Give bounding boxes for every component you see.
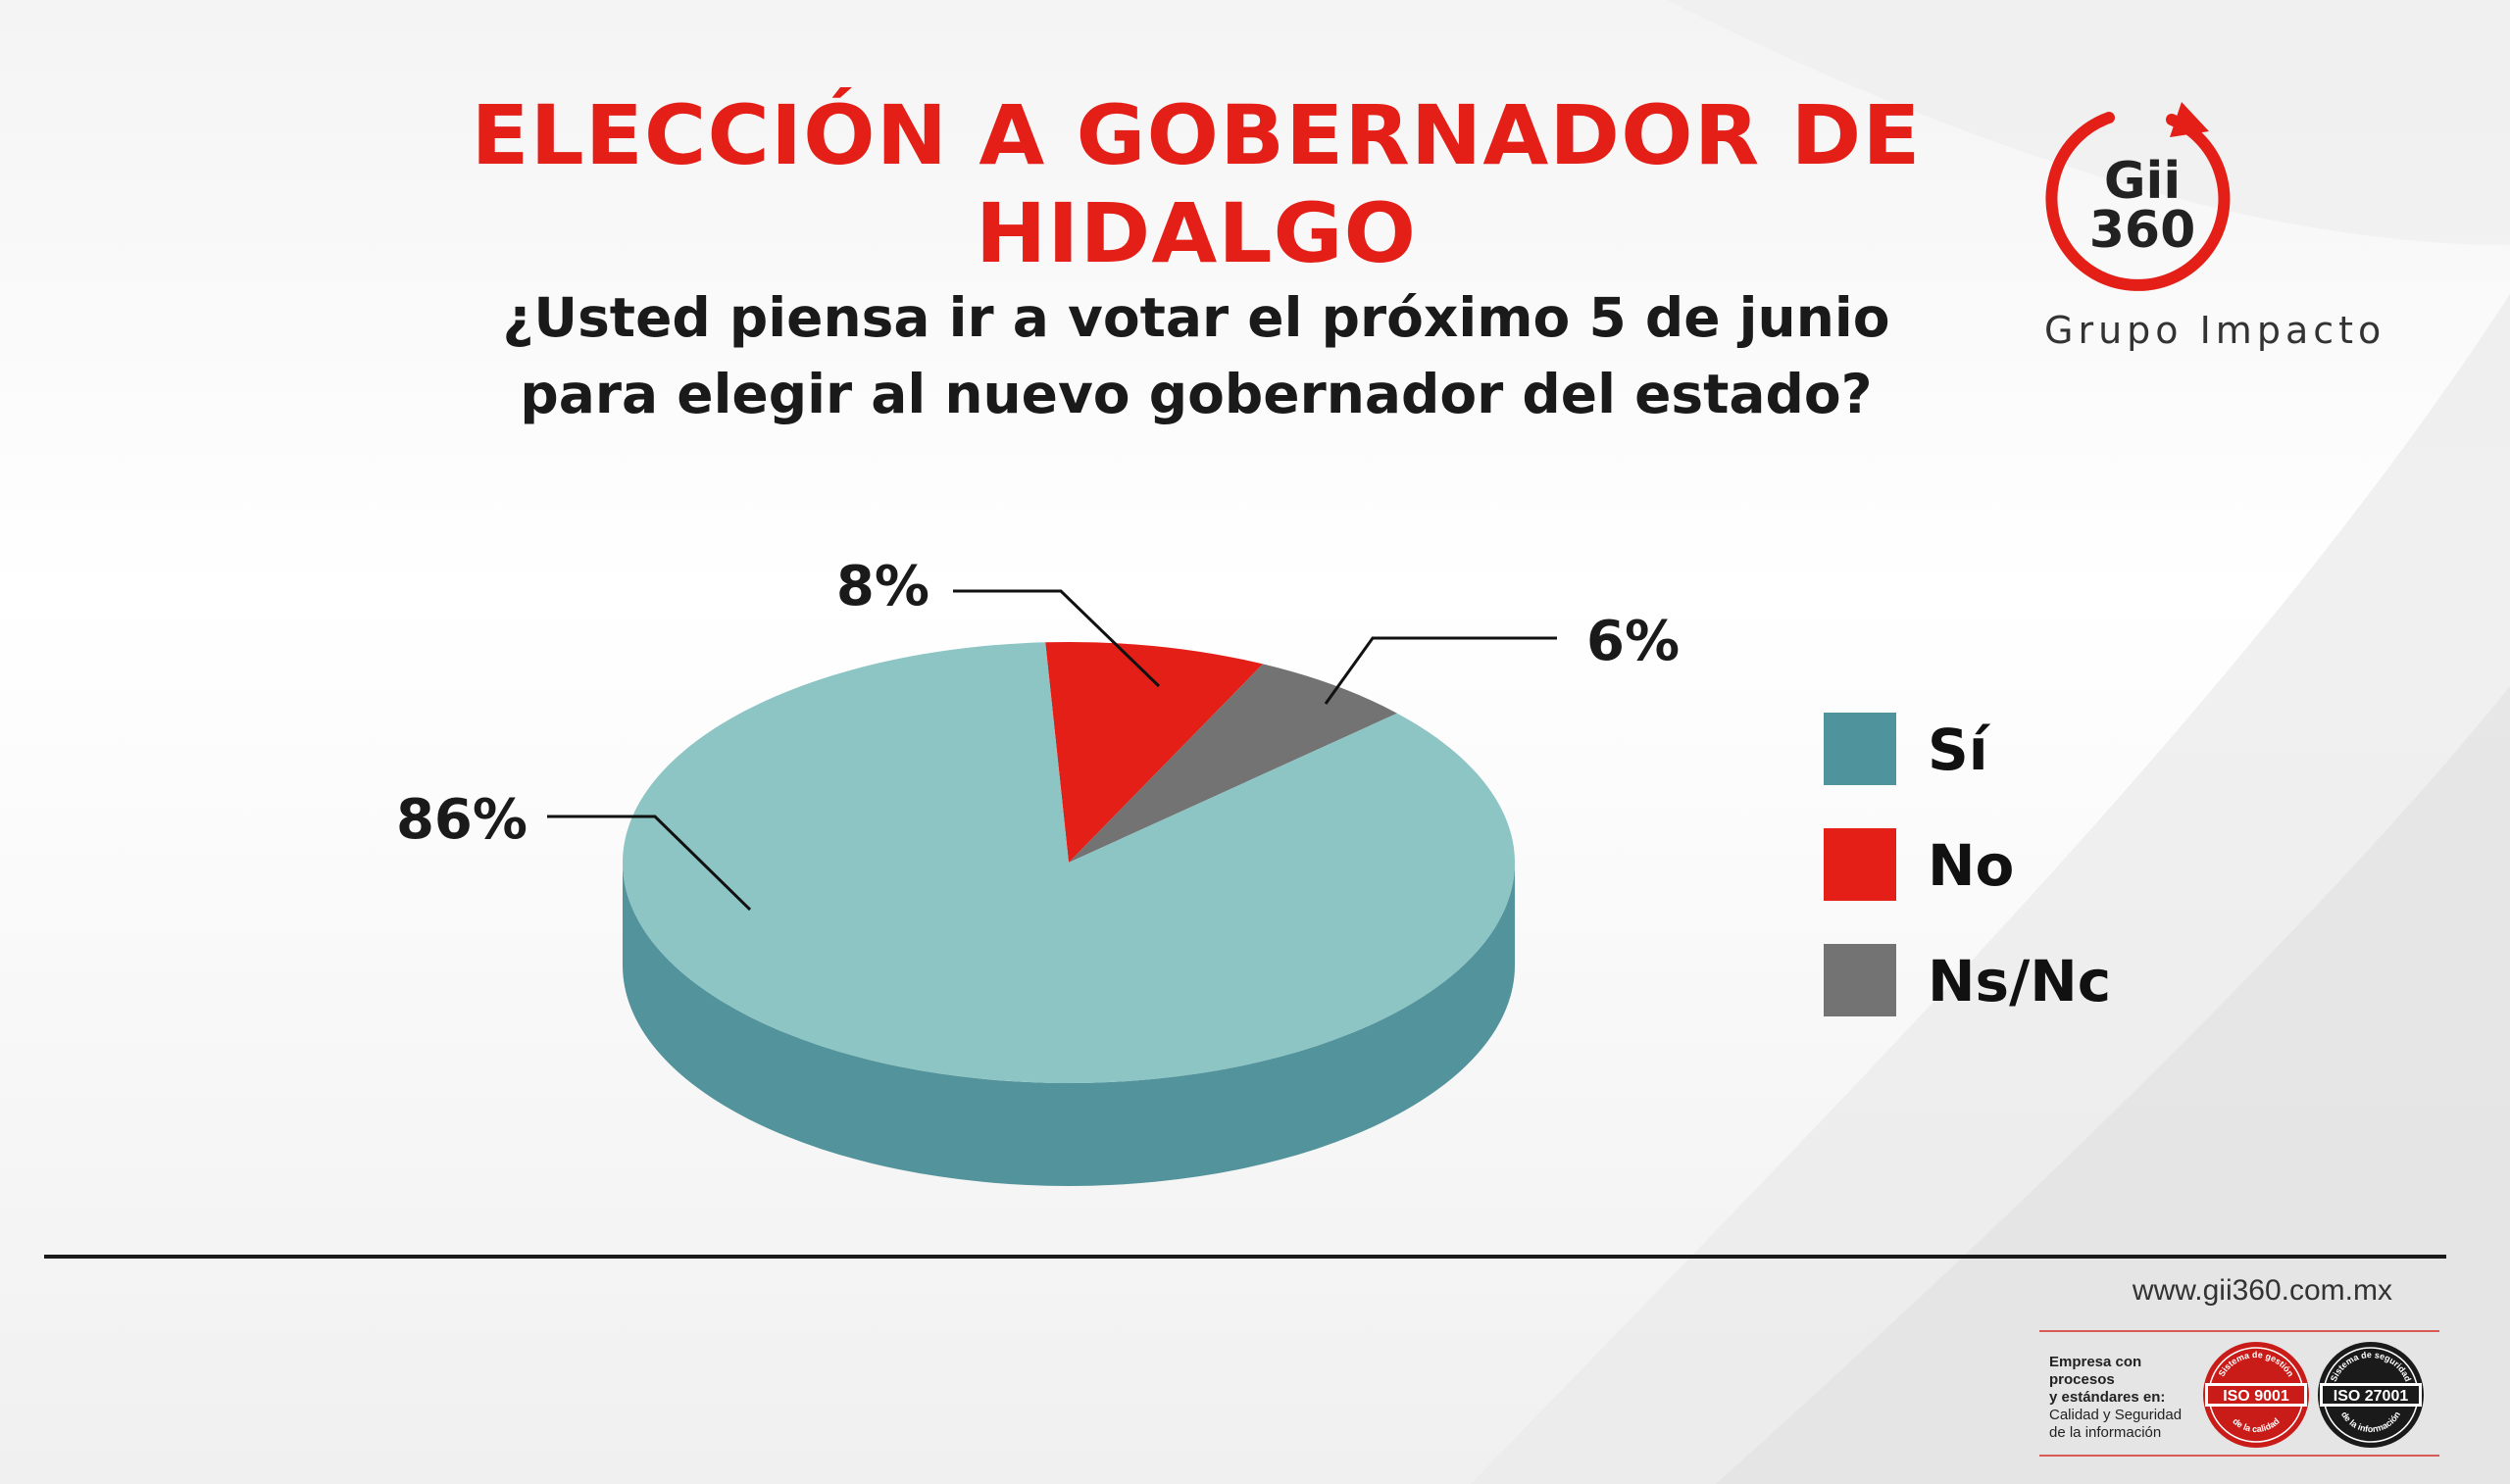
survey-question: ¿Usted piensa ir a votar el próximo 5 de… xyxy=(294,279,2098,432)
pie-labels: 86% 8% 6% xyxy=(396,555,1680,912)
legend-label-nsnc: Ns/Nc xyxy=(1928,948,2111,1014)
leader-line-nsnc xyxy=(1324,636,1557,705)
pie-slice-no xyxy=(1045,641,1264,863)
logo-text-gii: Gii xyxy=(2103,152,2182,211)
legend-swatch-nsnc xyxy=(1824,944,1896,1016)
chart-legend: Sí No Ns/Nc xyxy=(1824,713,2111,1016)
title-line-1: ELECCIÓN A GOBERNADOR DE xyxy=(471,87,1922,183)
legend-label-no: No xyxy=(1928,832,2014,899)
logo-text-360: 360 xyxy=(2088,201,2196,260)
cert-line-2: y estándares en: xyxy=(2049,1389,2166,1406)
iso-9001-label: ISO 9001 xyxy=(2223,1388,2289,1405)
iso-9001-seal: Sistema de gestión ISO 9001 de la calida… xyxy=(2203,1342,2309,1448)
grupo-impacto-logo: Gii 360 Grupo Impacto xyxy=(2044,98,2436,372)
legend-swatch-no xyxy=(1824,828,1896,901)
leader-line-s xyxy=(547,815,752,912)
circular-arrow-icon xyxy=(2045,102,2231,291)
iso-27001-label: ISO 27001 xyxy=(2334,1388,2409,1405)
chart-title: ELECCIÓN A GOBERNADOR DE HIDALGO xyxy=(247,86,2145,282)
cert-bottom-rule xyxy=(2039,1455,2439,1457)
pie-3d xyxy=(623,641,1515,1186)
certification-text: Empresa con procesos y estándares en: Ca… xyxy=(2049,1354,2206,1442)
leader-line-no xyxy=(953,589,1161,688)
pie-slice-nsnc xyxy=(1069,664,1397,863)
question-line-1: ¿Usted piensa ir a votar el próximo 5 de… xyxy=(502,286,1890,349)
legend-swatch-s xyxy=(1824,713,1896,785)
logo-company-name: Grupo Impacto xyxy=(2044,309,2386,352)
cert-line-1: Empresa con procesos xyxy=(2049,1354,2142,1388)
title-line-2: HIDALGO xyxy=(975,185,1418,281)
cert-top-rule xyxy=(2039,1330,2439,1332)
data-label-no: 8% xyxy=(836,555,929,618)
website-link[interactable]: www.gii360.com.mx xyxy=(2132,1274,2392,1307)
legend-label-s: Sí xyxy=(1928,717,1991,783)
cert-line-4: de la información xyxy=(2049,1424,2162,1441)
footer-divider xyxy=(44,1255,2446,1259)
question-line-2: para elegir al nuevo gobernador del esta… xyxy=(520,363,1873,425)
iso-27001-seal: Sistema de seguridad ISO 27001 de la inf… xyxy=(2318,1342,2424,1448)
data-label-nsnc: 6% xyxy=(1586,610,1680,673)
pie-side-s xyxy=(623,863,1515,1186)
data-label-s: 86% xyxy=(396,788,527,852)
cert-line-3: Calidad y Seguridad xyxy=(2049,1407,2183,1423)
pie-slice-s xyxy=(623,642,1515,1083)
